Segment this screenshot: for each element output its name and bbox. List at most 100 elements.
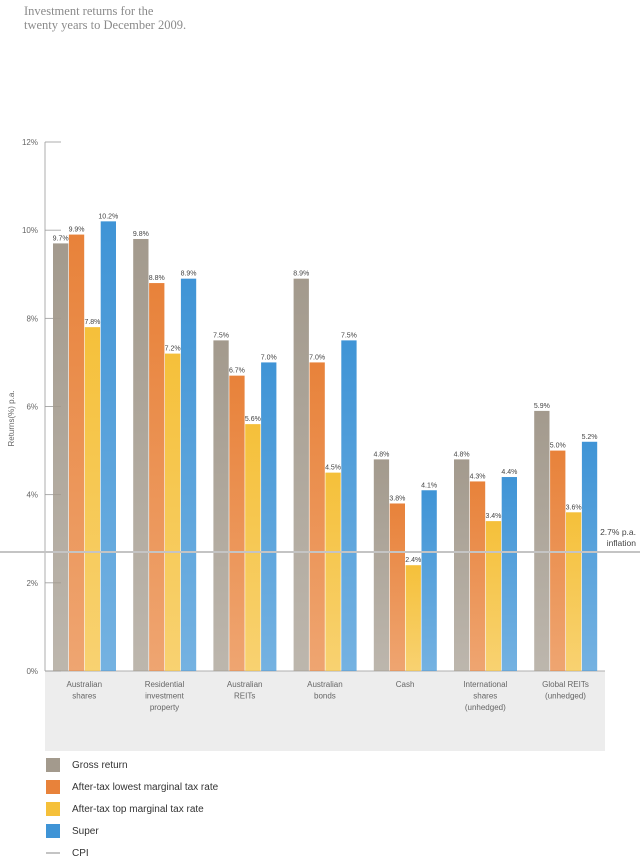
bar-value-label: 9.7% xyxy=(53,235,69,242)
y-tick-label: 8% xyxy=(26,314,38,323)
bar-value-label: 4.8% xyxy=(454,451,470,458)
legend-swatch-gross xyxy=(46,758,60,772)
bar-value-label: 5.9% xyxy=(534,403,550,410)
bar-value-label: 4.4% xyxy=(501,469,517,476)
bar xyxy=(100,221,116,671)
bar xyxy=(325,472,341,671)
cpi-label-value: 2.7% p.a. xyxy=(600,527,636,537)
bar xyxy=(133,238,149,671)
bar-value-label: 7.0% xyxy=(261,354,277,361)
bar xyxy=(149,283,165,671)
legend-label-after-tax-lowest: After-tax lowest marginal tax rate xyxy=(72,781,219,793)
category-label: Australian xyxy=(67,680,103,689)
bar xyxy=(421,490,437,671)
bar-value-label: 7.5% xyxy=(341,332,357,339)
bar-value-label: 4.5% xyxy=(325,465,341,472)
bar-value-label: 7.8% xyxy=(84,319,100,326)
category-label: investment xyxy=(145,692,184,701)
chart-title-line1: Investment returns for the xyxy=(24,4,154,18)
category-label: Australian xyxy=(227,680,263,689)
bars xyxy=(53,221,598,671)
legend-label-after-tax-top: After-tax top marginal tax rate xyxy=(72,803,204,815)
y-tick-label: 10% xyxy=(22,226,38,235)
legend-label-gross: Gross return xyxy=(72,759,128,771)
bar xyxy=(373,459,390,671)
bar-value-label: 7.5% xyxy=(213,332,229,339)
bar-value-label: 2.4% xyxy=(405,557,421,564)
category-label: (unhedged) xyxy=(545,692,586,701)
bar xyxy=(469,481,486,671)
bar xyxy=(405,565,421,671)
bar xyxy=(213,340,229,671)
bar-value-label: 5.2% xyxy=(582,434,598,441)
category-label: bonds xyxy=(314,692,336,701)
category-band-bg xyxy=(45,671,605,751)
legend-item-super: Super xyxy=(46,820,218,842)
y-tick-label: 0% xyxy=(26,667,38,676)
bar-value-label: 10.2% xyxy=(98,213,118,220)
bar xyxy=(566,512,582,671)
category-label: shares xyxy=(72,692,96,701)
bar xyxy=(581,441,598,671)
y-tick-label: 2% xyxy=(26,579,38,588)
chart-title: Investment returns for the twenty years … xyxy=(24,4,284,32)
bar xyxy=(389,503,405,671)
y-tick-label: 12% xyxy=(22,138,38,147)
category-label: Australian xyxy=(307,680,343,689)
category-label: REITs xyxy=(234,692,255,701)
bar-value-label: 9.9% xyxy=(69,227,85,234)
legend-item-cpi: CPI xyxy=(46,842,218,864)
bar xyxy=(293,278,309,671)
legend-swatch-super xyxy=(46,824,60,838)
bar-value-label: 7.2% xyxy=(165,346,181,353)
cpi-line-group: 2.7% p.a.inflation xyxy=(0,527,640,553)
category-label: International xyxy=(463,680,507,689)
bar-value-label: 3.6% xyxy=(566,504,582,511)
bar-value-label: 7.0% xyxy=(309,354,325,361)
bar-value-label: 8.8% xyxy=(149,275,165,282)
bar xyxy=(534,410,550,671)
bar xyxy=(68,234,85,671)
category-label: Cash xyxy=(396,680,415,689)
bar xyxy=(501,477,517,671)
category-label: (unhedged) xyxy=(465,703,506,712)
legend-item-gross: Gross return xyxy=(46,754,218,776)
bar xyxy=(550,450,566,671)
bar-value-label: 3.4% xyxy=(485,513,501,520)
category-label: Residential xyxy=(145,680,185,689)
bar xyxy=(245,424,261,671)
cpi-label-text: inflation xyxy=(607,538,637,548)
bar xyxy=(165,353,181,671)
bar-value-label: 4.1% xyxy=(421,482,437,489)
bar xyxy=(454,459,470,671)
category-labels: Australian shares Residential investment pro… xyxy=(67,680,589,712)
legend: Gross return After-tax lowest marginal t… xyxy=(46,754,218,864)
bar-value-label: 3.8% xyxy=(389,495,405,502)
bar-value-label: 4.3% xyxy=(470,473,486,480)
category-label: shares xyxy=(473,692,497,701)
y-tick-label: 4% xyxy=(26,491,38,500)
chart-title-line2: twenty years to December 2009. xyxy=(24,18,187,32)
legend-item-after-tax-top: After-tax top marginal tax rate xyxy=(46,798,218,820)
bar xyxy=(261,362,277,671)
bar-value-label: 6.7% xyxy=(229,368,245,375)
bar xyxy=(53,243,69,671)
bar-value-label: 8.9% xyxy=(181,271,197,278)
y-axis: 0% 2% 4% 6% 8% 10% 12% Returns(%) p.a. xyxy=(7,138,605,676)
legend-item-after-tax-lowest: After-tax lowest marginal tax rate xyxy=(46,776,218,798)
bar xyxy=(341,340,357,671)
bar xyxy=(84,327,101,671)
legend-label-super: Super xyxy=(72,825,99,837)
category-label: property xyxy=(150,703,179,712)
bar xyxy=(309,362,325,671)
bar-value-label: 5.6% xyxy=(245,416,261,423)
bar xyxy=(180,278,197,671)
value-labels: 9.7%9.9% 7.8% 10.2% 9.8% 8.8% 7.2% 8.9% 7.5% 6.7… xyxy=(53,213,598,564)
legend-swatch-after-tax-top xyxy=(46,802,60,816)
legend-swatch-after-tax-lowest xyxy=(46,780,60,794)
category-label: Global REITs xyxy=(542,680,589,689)
category-band xyxy=(45,671,605,751)
legend-line-cpi xyxy=(46,852,60,854)
bar xyxy=(485,521,502,671)
